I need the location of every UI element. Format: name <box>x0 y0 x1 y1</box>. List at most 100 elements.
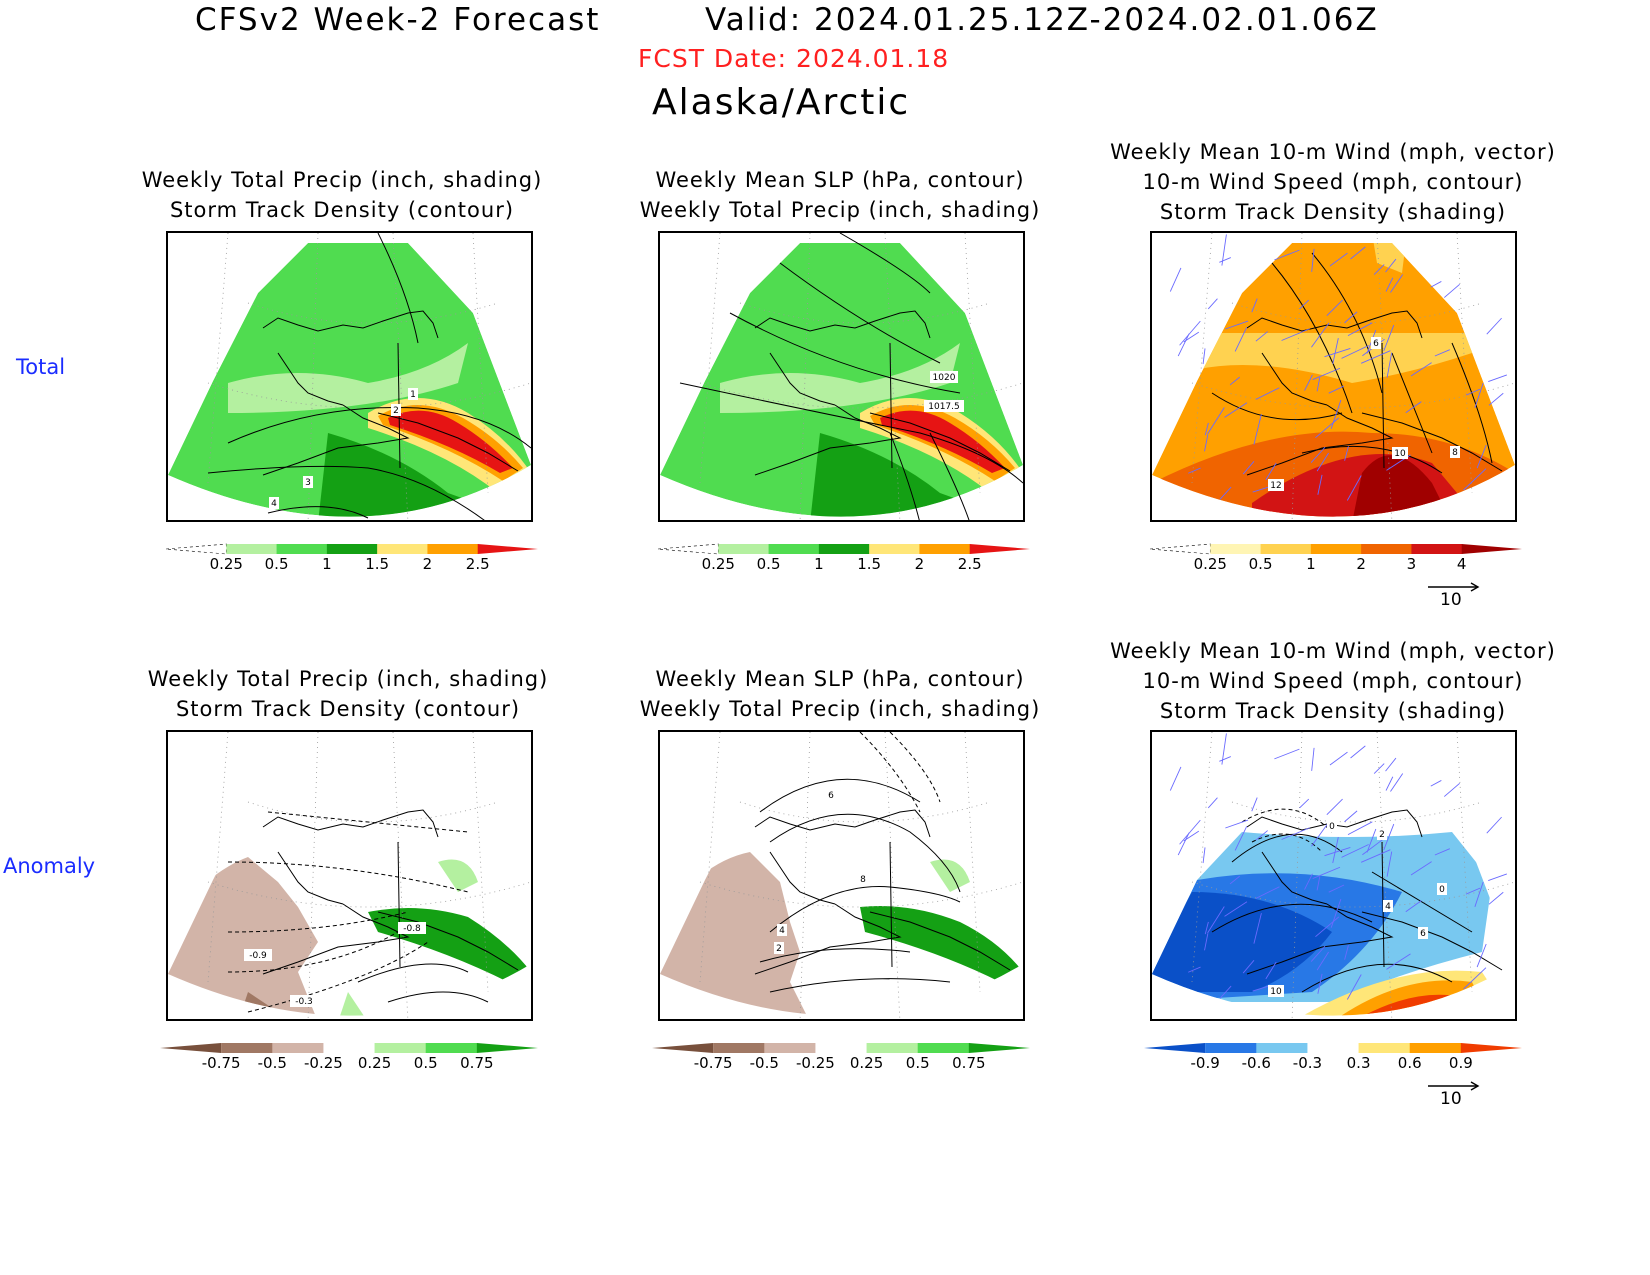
contour-line <box>267 811 469 833</box>
map-domain <box>660 243 1023 517</box>
wind-vector <box>1204 933 1209 951</box>
wind-vector <box>1385 258 1397 273</box>
colorbar-swatch <box>477 544 538 554</box>
map-domain <box>1152 243 1515 517</box>
coast-path <box>869 911 1011 971</box>
contour-label: 3 <box>305 478 311 488</box>
colorbar-anom-storm: -0.9 -0.6 -0.3 0.3 0.6 0.9 <box>1144 1040 1522 1074</box>
wind-vector <box>1350 246 1366 260</box>
wind-vector <box>1332 837 1339 864</box>
contour-line <box>1211 903 1373 933</box>
wind-vector <box>1229 376 1241 386</box>
wind-vector <box>1179 819 1201 845</box>
wind-vector <box>1179 320 1201 346</box>
wind-vector <box>1360 849 1391 863</box>
colorbar-swatch <box>1307 1043 1360 1053</box>
meridian-line <box>1456 732 1473 993</box>
parallel-line <box>247 801 499 823</box>
wind-vector <box>1390 773 1404 792</box>
graticule <box>207 233 531 520</box>
colorbar-swatch <box>377 544 428 554</box>
contour-line <box>1251 833 1323 853</box>
meridian-line <box>1291 233 1303 520</box>
colorbar-swatch <box>968 1043 1030 1053</box>
wind-vector <box>1346 974 1362 1000</box>
wind-vector <box>1183 830 1200 842</box>
wind-vector <box>1311 821 1330 847</box>
panel-title-line: 10-m Wind Speed (mph, contour) <box>1142 669 1524 693</box>
colorbar-tick-label: 0.5 <box>413 1054 438 1072</box>
wind-vector <box>1274 748 1300 760</box>
wind-vector <box>1385 277 1394 292</box>
colorbar-swatch <box>323 1043 376 1053</box>
colorbar-swatch <box>226 544 278 554</box>
map-domain <box>660 742 1023 1016</box>
panel-title-line: Storm Track Density (shading) <box>1159 699 1507 723</box>
contour-label-box <box>924 400 964 412</box>
wind-vector <box>1332 338 1339 365</box>
colorbar-swatches <box>652 1043 1030 1053</box>
colorbar-swatch <box>1260 544 1312 554</box>
panel-title-anom-slp: Weekly Mean SLP (hPa, contour) Weekly To… <box>638 664 1042 724</box>
meridian-line <box>392 233 409 520</box>
parallel-line <box>739 801 991 823</box>
wind-vector <box>1344 810 1358 823</box>
panel-title-line: Weekly Total Precip (inch, shading) <box>147 667 549 691</box>
wind-vector <box>1383 324 1395 352</box>
contour-label-box <box>398 922 426 934</box>
wind-vectors <box>1169 234 1508 501</box>
coast-path <box>1246 404 1394 476</box>
colorbar-swatch <box>425 1043 478 1053</box>
wind-vector <box>1385 776 1394 791</box>
colorbar-total-precip: 0.25 0.5 1 1.5 2 2.5 <box>165 541 538 575</box>
contour-group <box>357 963 489 1003</box>
contour-group <box>1211 252 1493 474</box>
contour-line <box>759 778 921 813</box>
panel-title-line: Weekly Mean 10-m Wind (mph, vector) <box>1110 639 1556 663</box>
colorbar-tick-label: -0.3 <box>1292 1054 1323 1072</box>
precip-anom-fill-pos-0.75 <box>860 906 1023 982</box>
colorbar-tick-label: -0.9 <box>1190 1054 1220 1072</box>
contour-line <box>1451 342 1493 464</box>
contour-line <box>1271 262 1353 414</box>
wind-vector <box>1347 322 1373 336</box>
contour-label: 4 <box>779 926 785 936</box>
contour-label: 8 <box>1452 448 1458 458</box>
wind-vector <box>1344 945 1349 960</box>
colorbar-swatch <box>969 544 1030 554</box>
colorbar-swatch <box>1205 1043 1257 1053</box>
meridian-line <box>884 732 901 1019</box>
contour-label: 1020 <box>933 373 956 383</box>
contour-line <box>1241 808 1333 833</box>
colorbar-anom-slp: -0.75 -0.5 -0.25 0.25 0.5 0.75 <box>652 1040 1030 1074</box>
contour-label-box <box>1377 828 1387 840</box>
wind-vector <box>1311 322 1330 348</box>
coast-path <box>754 310 931 339</box>
wind-vector <box>1476 943 1487 968</box>
wind-vector <box>1188 467 1201 474</box>
vector-reference-total: 10 <box>1426 578 1482 610</box>
wind-vector <box>1330 399 1342 429</box>
coast-path <box>277 851 344 905</box>
contour-label-box <box>1392 447 1408 459</box>
wind-vector <box>1373 264 1385 275</box>
precip-anom-fill-pos-0.25 <box>438 859 478 892</box>
wind-vector <box>1207 797 1218 809</box>
contour-label-box <box>1418 927 1428 939</box>
wind-vector <box>1443 782 1460 797</box>
precip-fill-1-1.5 <box>810 433 1023 517</box>
colorbar-swatch <box>919 544 971 554</box>
wind-vector <box>1488 374 1508 383</box>
wind-vector <box>1242 461 1255 475</box>
contour-label-box <box>1327 820 1337 832</box>
precip-fill-0.25-0.5 <box>720 343 960 413</box>
contour-line <box>227 406 531 449</box>
contour-label: 10 <box>1270 987 1282 997</box>
colorbar-tick-label: 1.5 <box>857 555 882 573</box>
wind-vector <box>1386 352 1393 378</box>
wind-vector <box>1344 446 1349 461</box>
coast-path <box>754 404 902 476</box>
contour-label-box <box>858 873 868 885</box>
contour-label-box <box>290 995 318 1007</box>
colorbar-tick-label: 0.5 <box>905 1054 930 1072</box>
